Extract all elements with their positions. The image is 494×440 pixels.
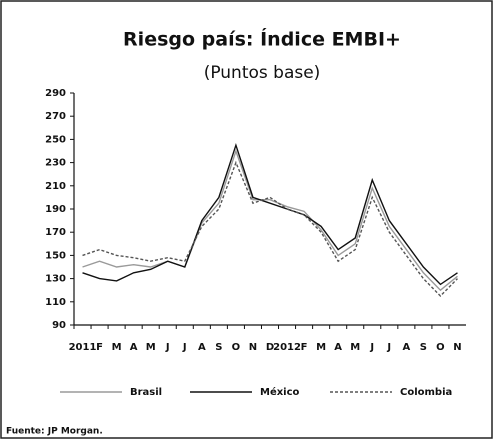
x-tick-label: A xyxy=(402,342,410,353)
y-tick-label: 250 xyxy=(45,134,66,145)
y-tick-label: 90 xyxy=(52,320,66,331)
x-tick-label: A xyxy=(334,342,342,353)
y-tick-label: 270 xyxy=(45,111,66,122)
y-tick-label: 190 xyxy=(45,204,66,215)
chart-title: Riesgo país: Índice EMBI+ xyxy=(123,28,401,51)
x-tick-label: D xyxy=(266,342,274,353)
y-tick-label: 150 xyxy=(45,250,66,261)
legend-label: Colombia xyxy=(400,387,452,398)
x-tick-label: M xyxy=(350,342,360,353)
x-tick-label: F xyxy=(96,342,103,353)
x-tick-label: O xyxy=(232,342,241,353)
x-tick-label: M xyxy=(146,342,156,353)
legend-label: México xyxy=(260,386,300,398)
x-tick-label: J xyxy=(182,342,187,353)
x-tick-label: J xyxy=(386,342,391,353)
x-tick-label: F xyxy=(301,342,308,353)
x-tick-label: J xyxy=(165,342,170,353)
x-tick-label: N xyxy=(453,342,461,353)
x-tick-label: J xyxy=(369,342,374,353)
x-tick-label: S xyxy=(215,342,222,353)
x-tick-label: M xyxy=(316,342,326,353)
legend-label: Brasil xyxy=(130,387,162,398)
series-line xyxy=(82,148,458,292)
y-tick-label: 110 xyxy=(45,297,66,308)
series-line xyxy=(82,160,458,298)
y-tick-label: 170 xyxy=(45,227,66,238)
y-tick-label: 230 xyxy=(45,158,66,169)
chart-subtitle: (Puntos base) xyxy=(204,63,321,83)
x-tick-label: N xyxy=(249,342,257,353)
series-line xyxy=(82,142,458,286)
x-tick-label: 2011 xyxy=(69,342,97,353)
x-tick-label: M xyxy=(112,342,122,353)
y-tick-label: 210 xyxy=(45,181,66,192)
x-tick-label: A xyxy=(198,342,206,353)
x-tick-label: A xyxy=(130,342,138,353)
x-tick-label: S xyxy=(420,342,427,353)
source: Fuente: JP Morgan. xyxy=(6,427,103,437)
y-tick-label: 130 xyxy=(45,274,66,285)
x-tick-label: 2012 xyxy=(273,342,301,353)
x-tick-label: O xyxy=(436,342,445,353)
y-tick-label: 290 xyxy=(45,88,66,99)
